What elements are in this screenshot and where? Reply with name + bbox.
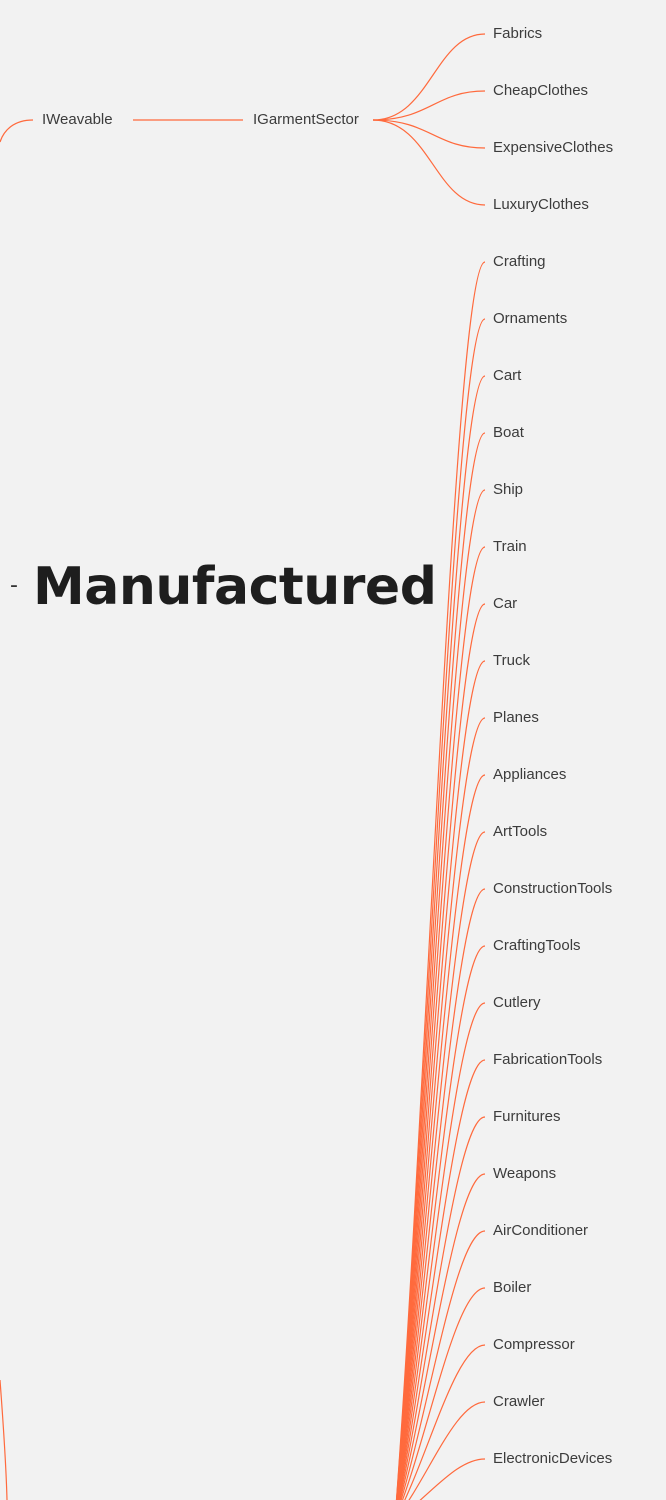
node-cart[interactable]: Cart [493, 367, 522, 384]
edge-root-craftingtools [397, 945, 486, 1500]
node-cutlery[interactable]: Cutlery [493, 994, 541, 1011]
node-cheapclothes[interactable]: CheapClothes [493, 82, 589, 99]
node-ship[interactable]: Ship [493, 481, 524, 498]
edge-root-cart [396, 375, 486, 1500]
root-node-label[interactable]: Manufactured [33, 557, 437, 617]
node-airconditioner[interactable]: AirConditioner [493, 1222, 589, 1239]
edge-root-weapons [399, 1173, 486, 1500]
node-planes[interactable]: Planes [493, 709, 539, 726]
edge-root-ornaments [395, 318, 486, 1500]
node-crawler[interactable]: Crawler [493, 1393, 545, 1410]
node-train[interactable]: Train [493, 538, 527, 555]
edge-root-trunk-lower [0, 1379, 8, 1500]
node-ornaments[interactable]: Ornaments [493, 310, 568, 327]
node-expensiveclothes[interactable]: ExpensiveClothes [493, 139, 614, 156]
edge-root-compressor [404, 1344, 486, 1500]
node-fabrics[interactable]: Fabrics [493, 25, 543, 42]
node-compressor[interactable]: Compressor [493, 1336, 575, 1353]
edge-garment-fabrics [372, 33, 486, 121]
edge-root-constructiontools [397, 888, 486, 1500]
edge-garment-luxuryclothes [372, 119, 486, 206]
edge-root-furnitures [398, 1116, 486, 1500]
edge-root-planes [396, 717, 486, 1500]
edge-garment-expensiveclothes [372, 119, 486, 149]
node-fabricationtools[interactable]: FabricationTools [493, 1051, 603, 1068]
node-crafting[interactable]: Crafting [493, 253, 546, 270]
node-boat[interactable]: Boat [493, 424, 524, 441]
node-constructiontools[interactable]: ConstructionTools [493, 880, 613, 897]
edge-root-boiler [401, 1287, 486, 1500]
edge-root-airconditioner [400, 1230, 486, 1500]
node-iweavable[interactable]: IWeavable [42, 111, 113, 128]
edge-root-arttools [397, 831, 486, 1500]
node-furnitures[interactable]: Furnitures [493, 1108, 561, 1125]
node-boiler[interactable]: Boiler [493, 1279, 532, 1296]
edge-root-fabricationtools [398, 1059, 486, 1500]
edge-root-appliances [396, 774, 486, 1500]
node-car[interactable]: Car [493, 595, 518, 612]
edge-root-crawler [408, 1401, 486, 1500]
edge-garment-cheapclothes [372, 90, 486, 121]
node-igarmentsector[interactable]: IGarmentSector [253, 111, 359, 128]
node-truck[interactable]: Truck [493, 652, 530, 669]
edge-root-cutlery [397, 1002, 486, 1500]
node-luxuryclothes[interactable]: LuxuryClothes [493, 196, 589, 213]
edge-root-electronicdevices [419, 1458, 486, 1500]
node-appliances[interactable]: Appliances [493, 766, 567, 783]
node-craftingtools[interactable]: CraftingTools [493, 937, 581, 954]
edge-root-car [396, 603, 486, 1500]
node-electronicdevices[interactable]: ElectronicDevices [493, 1450, 613, 1467]
node-arttools[interactable]: ArtTools [493, 823, 548, 840]
node-weapons[interactable]: Weapons [493, 1165, 557, 1182]
collapse-toggle[interactable]: - [10, 573, 18, 598]
edge-root-truck [396, 660, 486, 1500]
edge-root-to-iweavable [0, 119, 34, 143]
edge-root-train [396, 546, 486, 1500]
